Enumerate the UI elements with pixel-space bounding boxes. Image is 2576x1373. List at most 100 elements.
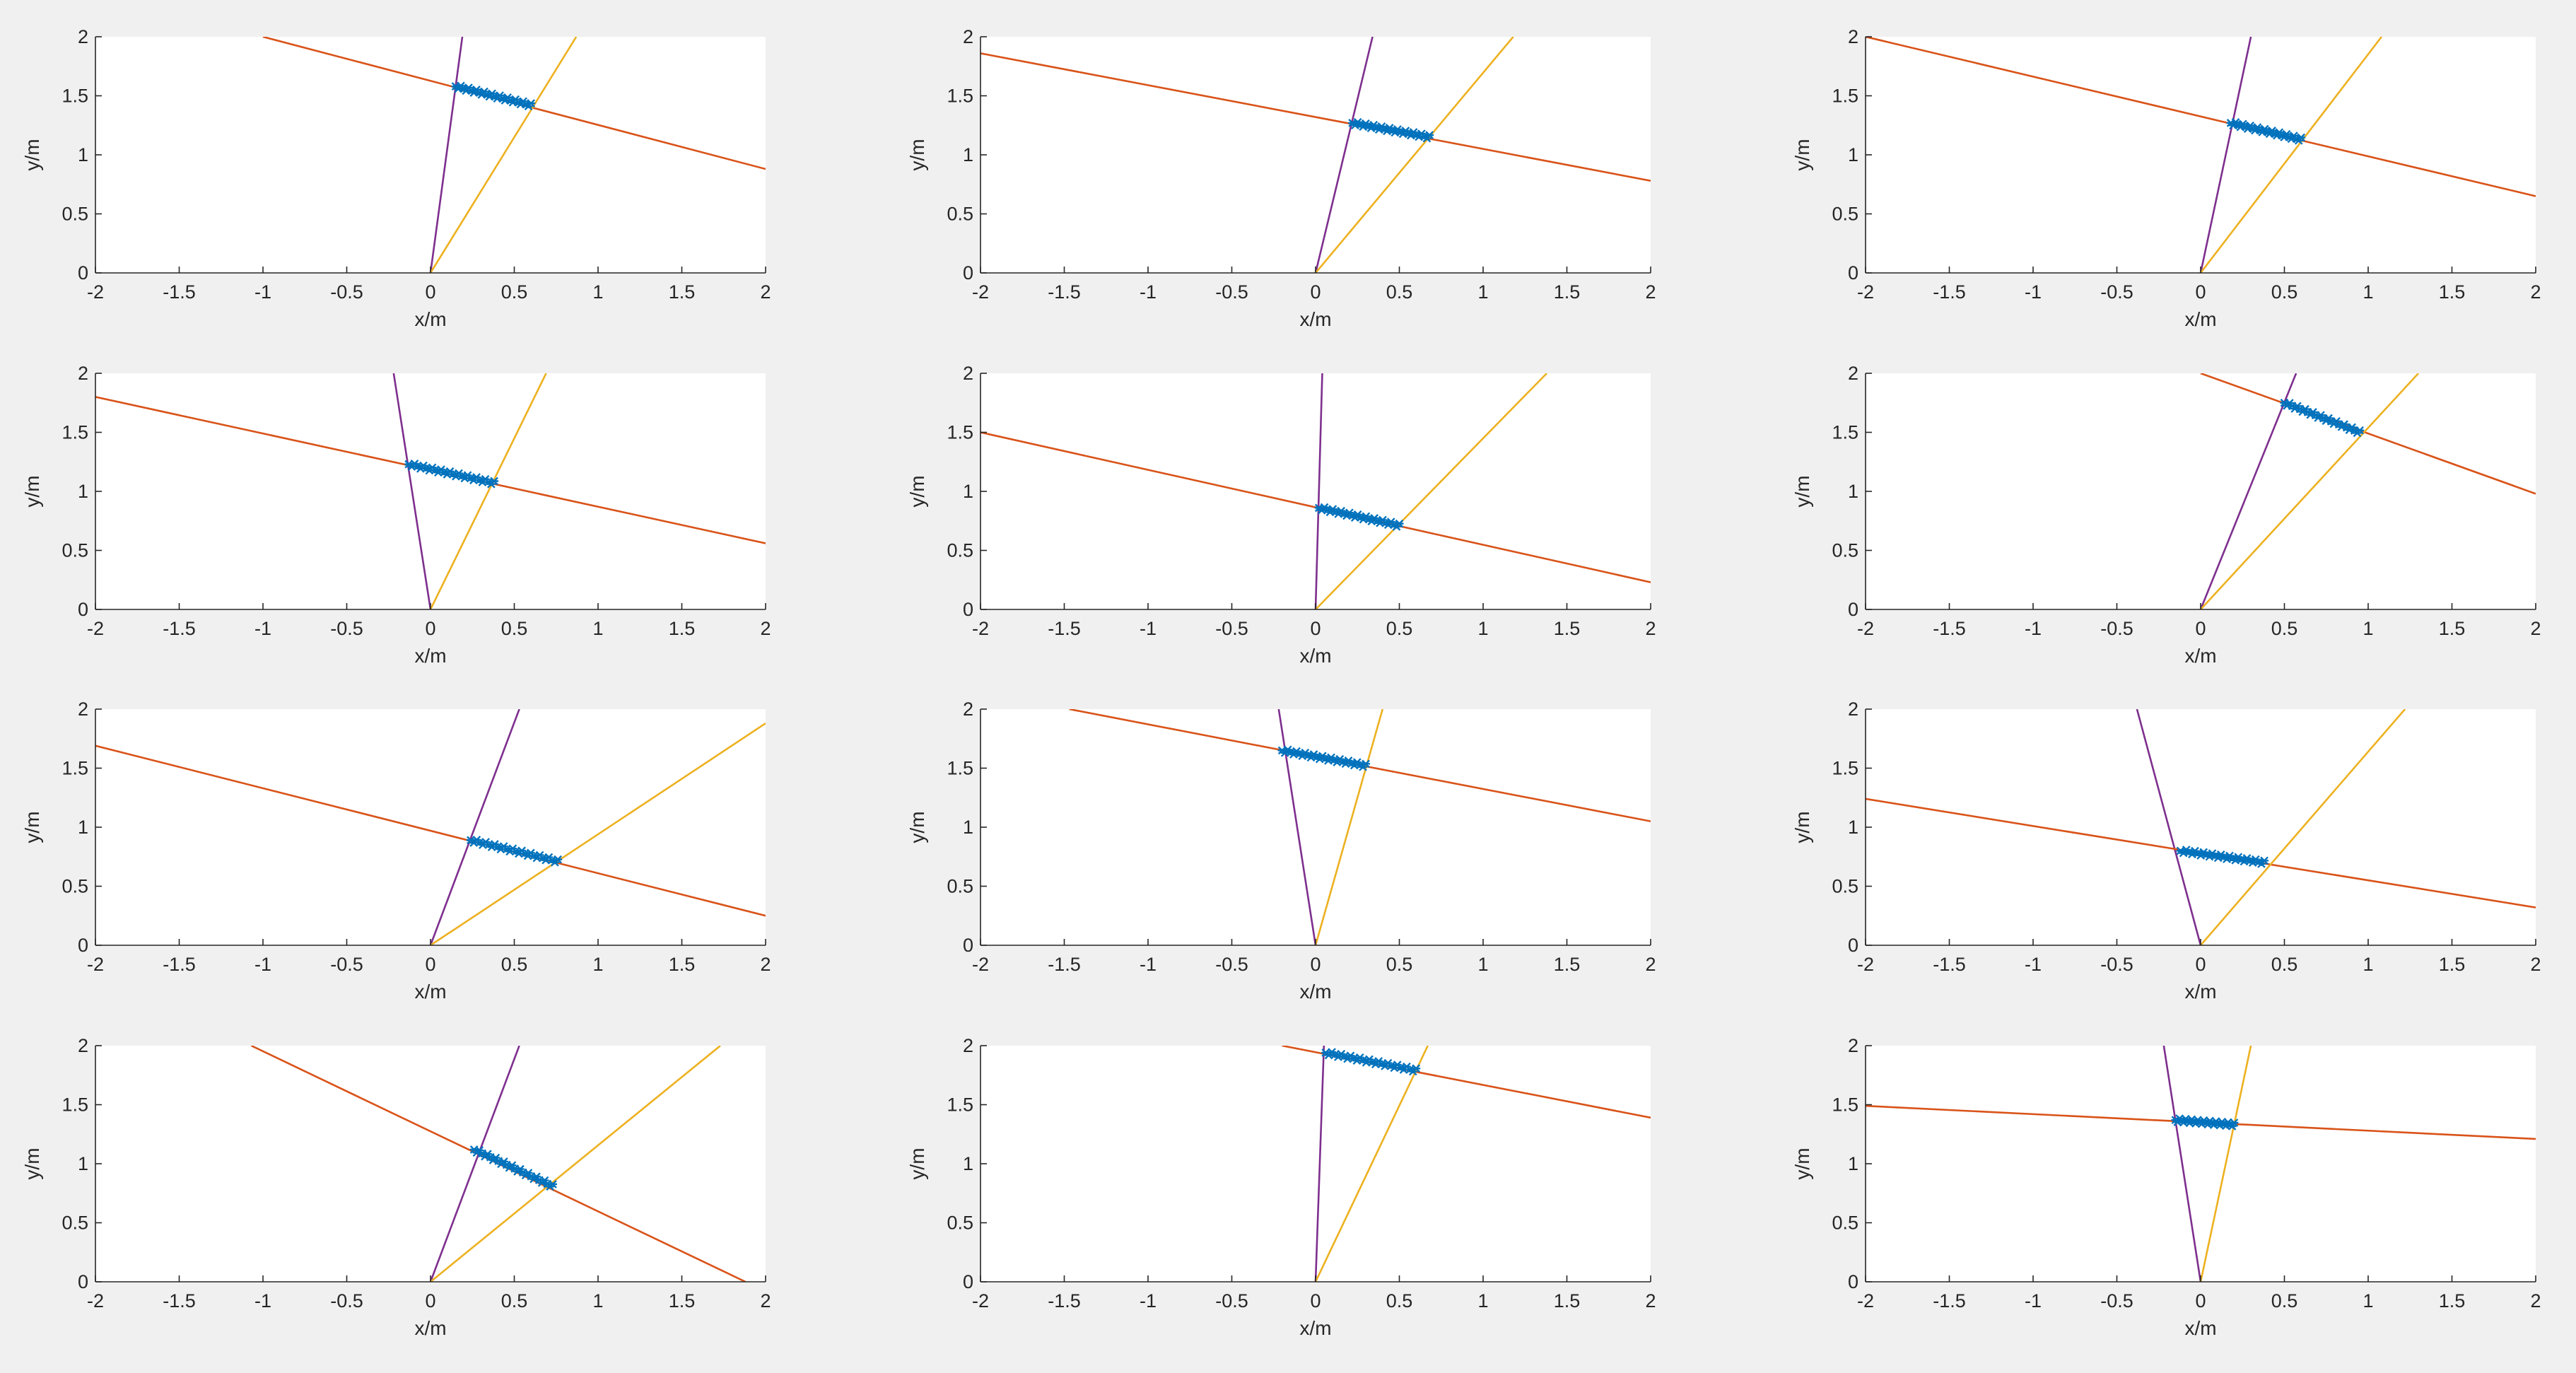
- y-tick-label: 1: [78, 144, 88, 165]
- data-point: [554, 855, 563, 864]
- plot-area: [95, 709, 766, 945]
- purple-line: [2162, 1046, 2202, 1282]
- x-tick-label: -0.5: [2100, 954, 2133, 975]
- subplot-4: -2 -1.5 -1 -0.5 0 0.5 1 1.5 2 0 0.5 1 1.5 2 x/m y/m: [21, 363, 771, 667]
- x-tick-label: -1: [1140, 1290, 1157, 1311]
- y-tick-label: 0: [78, 599, 88, 620]
- axes-background: [980, 373, 1651, 609]
- x-tick-label: 0.5: [1386, 1290, 1413, 1311]
- y-tick-label: 0.5: [947, 204, 973, 225]
- data-point: [527, 99, 536, 107]
- subplot-1: -2 -1.5 -1 -0.5 0 0.5 1 1.5 2 0 0.5 1 1.5 2 x/m y/m: [21, 26, 771, 330]
- x-tick-label: -1: [254, 954, 271, 975]
- x-tick-label: -1: [254, 1290, 271, 1311]
- y-tick-label: 1.5: [1832, 422, 1858, 443]
- x-tick-label: -0.5: [1215, 618, 1248, 639]
- y-tick-label: 0.5: [62, 540, 88, 561]
- subplot-6: -2 -1.5 -1 -0.5 0 0.5 1 1.5 2 0 0.5 1 1.5 2 x/m y/m: [1791, 363, 2541, 667]
- y-tick-label: 2: [1848, 699, 1858, 720]
- yellow-line: [1314, 709, 1384, 945]
- x-tick-label: 1.5: [1554, 1290, 1581, 1311]
- x-tick-label: 1: [592, 618, 603, 639]
- plot-area: [1866, 37, 2536, 273]
- y-axis-label: y/m: [21, 811, 43, 843]
- yellow-line: [1315, 37, 1514, 273]
- data-point: [490, 477, 499, 486]
- plot-area: [1282, 1046, 1651, 1282]
- data-point: [1412, 1064, 1421, 1073]
- x-tick-label: 0.5: [1386, 281, 1413, 303]
- y-tick-label: 1: [1848, 481, 1858, 502]
- x-tick-label: 0: [1310, 618, 1321, 639]
- y-tick-label: 1.5: [947, 758, 973, 779]
- x-tick-label: 0: [425, 281, 435, 303]
- axes-background: [95, 709, 766, 945]
- plot-area: [1866, 709, 2536, 945]
- x-tick-label: 0: [425, 618, 435, 639]
- data-point: [2230, 1118, 2239, 1127]
- y-tick-label: 0: [1848, 599, 1858, 620]
- y-axis-label: y/m: [21, 1147, 43, 1179]
- subplot-7: -2 -1.5 -1 -0.5 0 0.5 1 1.5 2 0 0.5 1 1.5 2 x/m y/m: [21, 699, 771, 1003]
- y-tick-label: 2: [78, 26, 88, 47]
- plot-area: [262, 37, 766, 273]
- purple-line: [392, 373, 432, 609]
- x-axis-label: x/m: [2184, 645, 2216, 667]
- axes-background: [95, 1046, 766, 1282]
- x-tick-label: -0.5: [330, 281, 363, 303]
- x-tick-label: 0.5: [501, 1290, 528, 1311]
- x-tick-label: -1.5: [1933, 281, 1966, 303]
- subplot-8: -2 -1.5 -1 -0.5 0 0.5 1 1.5 2 0 0.5 1 1.5 2 x/m y/m: [906, 699, 1656, 1003]
- x-tick-label: -0.5: [1215, 1290, 1248, 1311]
- y-tick-label: 0.5: [947, 876, 973, 897]
- axes-background: [1866, 373, 2536, 609]
- y-tick-label: 2: [1848, 363, 1858, 384]
- purple-line: [2199, 373, 2297, 609]
- x-tick-label: 0: [425, 1290, 435, 1311]
- x-tick-label: 0: [1310, 281, 1321, 303]
- x-axis-label: x/m: [414, 981, 446, 1003]
- y-tick-label: 1: [963, 481, 973, 502]
- y-tick-label: 1: [963, 1153, 973, 1174]
- x-tick-label: 1: [592, 954, 603, 975]
- x-axis-label: x/m: [1299, 645, 1331, 667]
- plot-area: [980, 37, 1651, 273]
- x-tick-label: 0.5: [1386, 618, 1413, 639]
- data-point: [1425, 131, 1434, 139]
- yellow-line: [2200, 373, 2420, 609]
- x-tick-label: 2: [2530, 954, 2541, 975]
- y-tick-label: 1.5: [1832, 86, 1858, 107]
- y-tick-label: 1.5: [1832, 1094, 1858, 1116]
- y-tick-label: 1: [78, 1153, 88, 1174]
- purple-line: [429, 1046, 520, 1282]
- data-point: [2355, 426, 2365, 435]
- y-tick-label: 0.5: [947, 1213, 973, 1234]
- x-tick-label: -1.5: [163, 618, 196, 639]
- y-tick-label: 1: [963, 144, 973, 165]
- y-tick-label: 1: [1848, 1153, 1858, 1174]
- axes-background: [1866, 1046, 2536, 1282]
- y-axis-label: y/m: [21, 139, 43, 170]
- x-tick-label: -1.5: [1048, 281, 1081, 303]
- yellow-line: [2200, 709, 2406, 945]
- y-tick-label: 0.5: [1832, 1213, 1858, 1234]
- axes-background: [980, 37, 1651, 273]
- yellow-line: [429, 373, 547, 609]
- x-tick-label: -1: [2025, 281, 2042, 303]
- y-tick-label: 0.5: [62, 204, 88, 225]
- x-tick-label: 1.5: [669, 954, 696, 975]
- x-tick-label: -0.5: [2100, 1290, 2133, 1311]
- axes-background: [980, 1046, 1651, 1282]
- y-tick-label: 1: [1848, 144, 1858, 165]
- y-axis-label: y/m: [1791, 475, 1813, 507]
- x-tick-label: -1: [254, 618, 271, 639]
- y-tick-label: 1: [963, 817, 973, 838]
- y-tick-label: 1.5: [947, 422, 973, 443]
- x-tick-label: 1: [1477, 618, 1488, 639]
- x-tick-label: 0: [1310, 954, 1321, 975]
- data-point: [1395, 519, 1404, 528]
- x-tick-label: 0: [425, 954, 435, 975]
- y-tick-label: 0.5: [947, 540, 973, 561]
- x-tick-label: 1: [2363, 618, 2373, 639]
- plot-area: [2199, 373, 2536, 609]
